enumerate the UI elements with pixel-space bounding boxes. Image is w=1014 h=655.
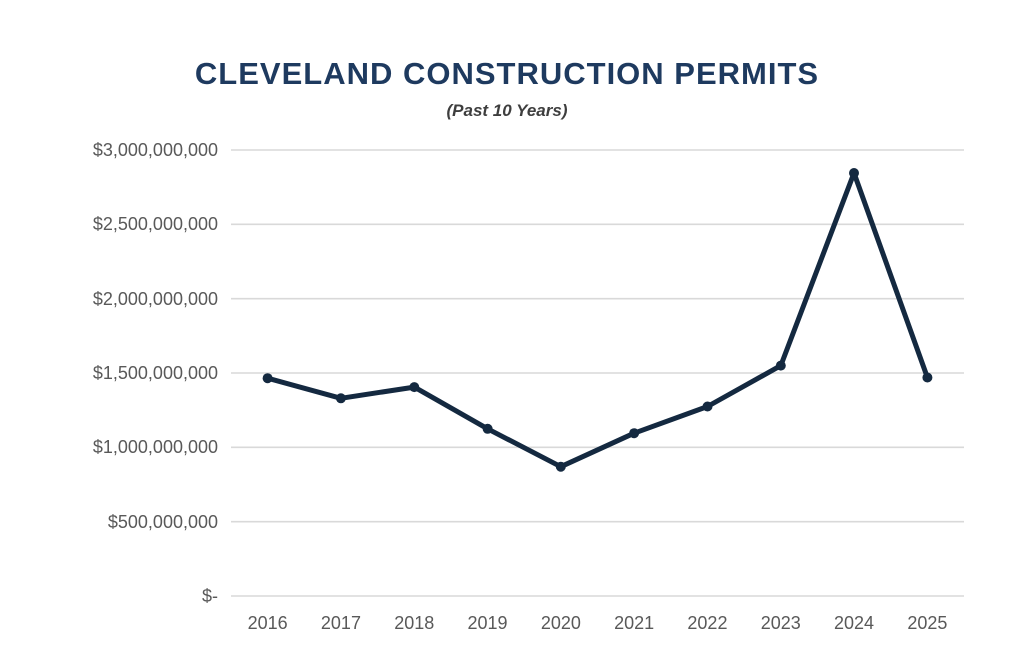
y-axis-tick-label: $2,500,000,000 bbox=[92, 214, 218, 235]
data-point-marker bbox=[775, 360, 786, 371]
x-axis-tick-label: 2023 bbox=[760, 613, 801, 633]
y-axis-tick-label: $- bbox=[201, 586, 218, 606]
x-axis-tick-label: 2025 bbox=[907, 613, 948, 633]
data-point-marker bbox=[409, 382, 420, 393]
x-axis-tick-label: 2018 bbox=[394, 613, 435, 633]
data-point-marker bbox=[335, 393, 346, 404]
y-axis-tick-label: $500,000,000 bbox=[107, 511, 218, 532]
y-axis-tick-label: $1,500,000,000 bbox=[92, 363, 218, 383]
chart-title: CLEVELAND CONSTRUCTION PERMITS bbox=[194, 56, 820, 91]
y-axis-tick-label: $2,000,000,000 bbox=[92, 288, 218, 309]
data-point-marker bbox=[262, 373, 273, 384]
x-axis-tick-label: 2021 bbox=[614, 613, 655, 633]
data-point-marker bbox=[629, 428, 640, 439]
x-axis-tick-label: 2022 bbox=[687, 613, 728, 633]
x-axis-tick-label: 2020 bbox=[540, 613, 581, 633]
y-axis-tick-label: $1,000,000,000 bbox=[92, 437, 218, 458]
data-point-marker bbox=[555, 461, 566, 472]
data-point-marker bbox=[702, 401, 713, 412]
data-point-marker bbox=[922, 372, 933, 383]
x-axis-tick-label: 2019 bbox=[467, 613, 508, 633]
data-point-marker bbox=[482, 423, 493, 434]
x-axis-tick-label: 2016 bbox=[247, 613, 288, 633]
data-point-marker bbox=[849, 168, 859, 178]
x-axis-tick-label: 2024 bbox=[834, 613, 875, 633]
data-line bbox=[265, 170, 930, 470]
chart-subtitle: (Past 10 Years) bbox=[446, 101, 568, 120]
y-axis-tick-label: $3,000,000,000 bbox=[92, 140, 218, 160]
x-axis-tick-label: 2017 bbox=[320, 613, 361, 633]
